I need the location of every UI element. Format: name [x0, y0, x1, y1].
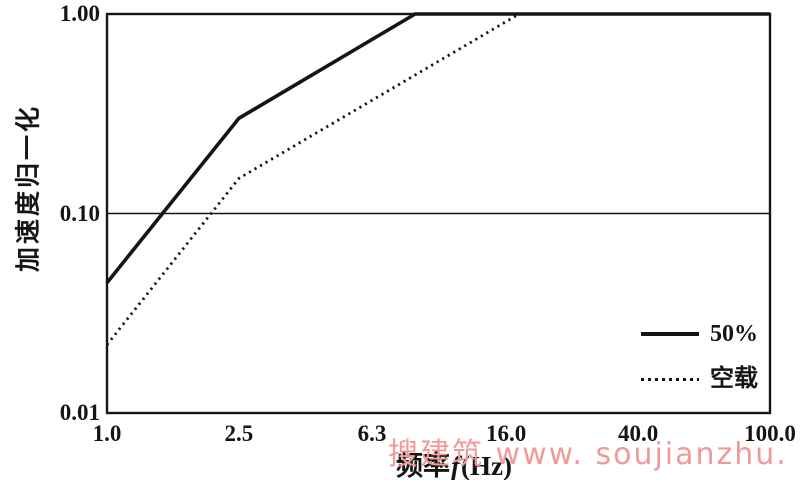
- dotted-line-sample: [641, 377, 699, 381]
- plot-border: [105, 12, 772, 415]
- x-axis-title-suffix: (Hz): [461, 451, 512, 480]
- x-axis-title: 频率f(Hz): [348, 444, 560, 480]
- series-line-empty-load: [105, 12, 770, 346]
- legend-item-empty-load: 空载: [641, 365, 758, 393]
- x-axis-title-variable: f: [451, 451, 461, 480]
- series-line-50-percent: [105, 12, 770, 284]
- legend-label-empty-load: 空载: [710, 366, 758, 392]
- y-axis-title: 加速度归一化: [15, 104, 43, 273]
- solid-line-sample: [641, 332, 699, 336]
- legend: 50% 空载: [641, 320, 758, 393]
- x-axis-title-prefix: 频率: [396, 451, 451, 480]
- legend-label-50-percent: 50%: [710, 321, 758, 347]
- legend-item-50-percent: 50%: [641, 320, 758, 348]
